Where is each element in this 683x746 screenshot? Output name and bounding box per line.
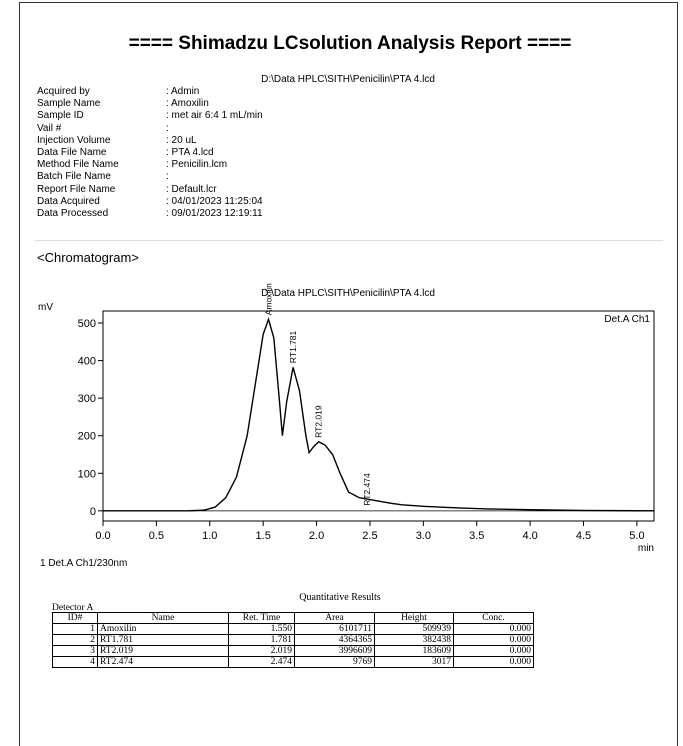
report-title: ==== Shimadzu LCsolution Analysis Report… [128,33,572,54]
table-cell: 183609 [374,645,454,657]
plot-frame [102,310,655,522]
results-table: ID# Name Ret. Time Area Height Conc. 1 Amoxilin… [52,612,534,668]
info-value: : Amoxilin [166,98,209,110]
y-axis-label: mV [38,302,53,313]
table-cell: 1.781 [228,634,295,646]
y-tick-label: 300 [78,393,96,405]
table-cell: RT2.474 [97,656,229,668]
table-header-row: ID# Name Ret. Time Area Height Conc. [52,612,534,624]
x-tick-label: 0.5 [149,530,164,542]
info-label: Report File Name [37,183,116,195]
table-row: 3 RT2.019 2.019 3996609 183609 0.000 [52,645,534,657]
header-cell: Area [294,612,375,624]
info-label: Data Acquired [37,195,100,207]
peak-label: RT1.781 [288,330,298,363]
info-value: : [166,122,169,134]
table-cell: 6101711 [294,623,375,635]
table-cell: 2 [52,634,98,646]
table-row: 1 Amoxilin 1.550 6101711 509939 0.000 [52,623,534,635]
legend: Det.A Ch1 [604,314,650,325]
info-label: Data Processed [37,208,109,219]
peak-label: Amoxilin [264,283,274,315]
chromatogram-line [103,316,655,512]
table-cell: 4364365 [294,634,375,646]
info-value: : Admin [166,86,200,97]
info-value: : PTA 4.lcd [166,147,214,158]
y-tick-label: 200 [78,431,96,443]
x-tick-label: 4.5 [576,530,591,542]
y-tick-label: 100 [78,468,96,480]
header-cell: Name [97,612,229,624]
info-label: Batch File Name [37,171,111,183]
table-row: 4 RT2.474 2.474 9769 3017 0.000 [52,656,534,668]
info-label: Data File Name [37,147,107,158]
peak-label: RT2.019 [314,405,324,438]
footer: 1 Det.A Ch1/230nm [40,558,127,569]
x-tick-label: 2.5 [362,530,377,542]
header-cell: ID# [52,612,98,624]
info-value: : 04/01/2023 11:25:04 [166,195,263,207]
chart-title: D:\Data HPLC\SITH\Penicilin\PTA 4.lcd [261,288,435,299]
table-cell: RT1.781 [97,634,229,646]
table-cell: 4 [52,656,98,668]
table-row: 2 RT1.781 1.781 4364365 382438 0.000 [52,634,534,646]
table-title: Quantitative Results [299,592,381,603]
x-tick-label: 0.0 [95,530,110,542]
table-cell: 2.474 [228,656,295,668]
y-tick-label: 0 [90,506,96,518]
x-tick-label: 3.0 [416,530,431,542]
table-cell: 3996609 [294,645,375,657]
info-value: : 20 uL [166,134,197,146]
header-cell: Conc. [453,612,534,624]
y-tick-label: 400 [78,356,96,368]
info-label: Vail # [37,122,62,134]
table-cell: RT2.019 [97,645,229,657]
separator [35,240,663,241]
info-label: Sample ID [37,110,84,122]
info-value: : met air 6:4 1 mL/min [166,110,263,122]
x-axis-label: min [638,543,654,554]
info-value: : Default.lcr [166,183,217,195]
x-tick-label: 4.0 [522,530,537,542]
table-cell: Amoxilin [97,623,229,635]
info-value: : 09/01/2023 12:19:11 [166,208,263,219]
table-cell: 0.000 [453,623,534,635]
x-tick-label: 1.0 [202,530,217,542]
chromatogram: D:\Data HPLC\SITH\Penicilin\PTA 4.lcd mV m… [38,283,655,569]
table-cell: 1.550 [228,623,295,635]
header-cell: Ret. Time [228,612,295,624]
table-cell: 3017 [374,656,454,668]
x-tick-label: 1.5 [256,530,271,542]
x-tick-label: 2.0 [309,530,324,542]
page-border [19,2,678,746]
table-cell: 9769 [294,656,375,668]
header-cell: Height [374,612,454,624]
x-tick-label: 5.0 [629,530,644,542]
table-cell: 509939 [374,623,454,635]
info-label: Injection Volume [37,134,111,146]
detector-label: Detector A [52,603,94,613]
table-cell: 1 [52,623,98,635]
table-cell: 0.000 [453,634,534,646]
table-cell: 2.019 [228,645,295,657]
info-label: Acquired by [37,86,90,97]
y-tick-label: 500 [78,318,96,330]
x-tick-label: 3.5 [469,530,484,542]
table-cell: 0.000 [453,645,534,657]
section-title: <Chromatogram> [37,250,139,265]
table-cell: 0.000 [453,656,534,668]
info-label: Sample Name [37,98,101,110]
table-cell: 3 [52,645,98,657]
info-value: : Penicilin.lcm [166,159,228,171]
info-label: Method File Name [37,159,119,171]
table-cell: 382438 [374,634,454,646]
peak-label: RT2.474 [362,473,372,506]
file-path: D:\Data HPLC\SITH\Penicilin\PTA 4.lcd [261,74,435,85]
info-value: : [166,171,169,183]
